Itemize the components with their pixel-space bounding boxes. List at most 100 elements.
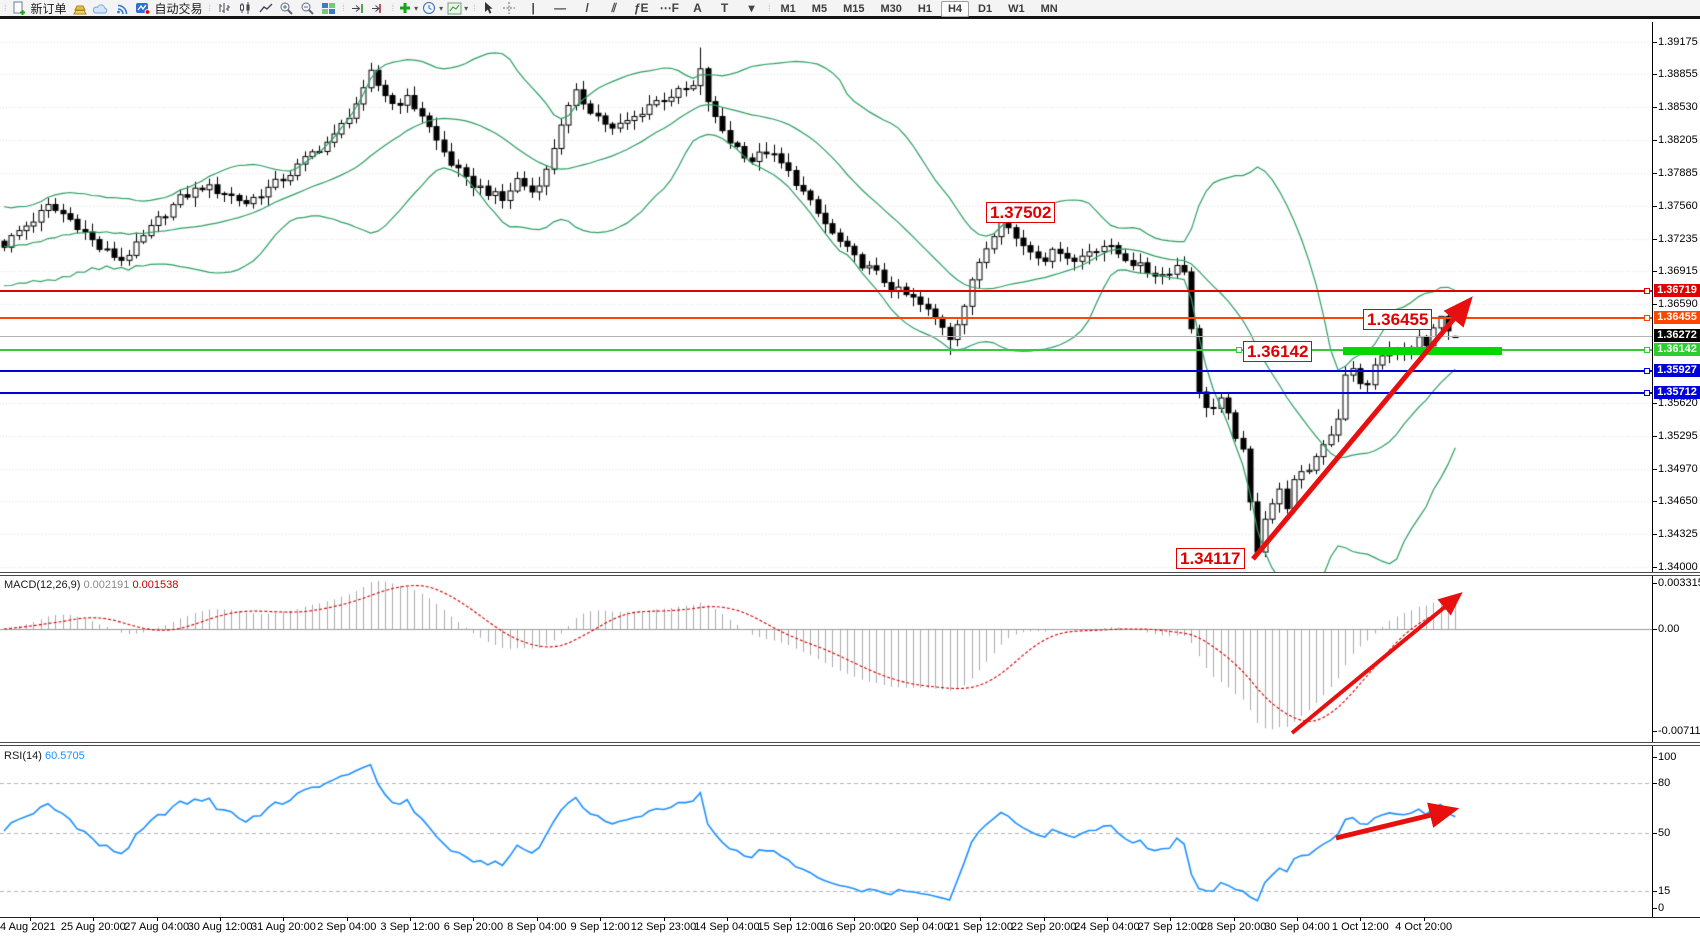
rsi-tick-mark	[1652, 833, 1657, 834]
date-tick-label: 16 Sep 20:00	[820, 921, 887, 933]
horizontal-level-line[interactable]	[0, 316, 1652, 319]
level-handle[interactable]	[1644, 288, 1650, 295]
date-tick-label: 21 Sep 12:00	[947, 921, 1013, 933]
date-tick-mark	[727, 917, 728, 921]
date-tick-label: 28 Sep 20:00	[1200, 921, 1267, 933]
toolbar-grip: ⁞	[391, 2, 394, 13]
rsi-value: 60.5705	[44, 750, 85, 762]
fibonacci-expansion-button[interactable]: ⋯F	[659, 1, 679, 15]
price-tick-mark	[1652, 140, 1657, 141]
date-tick-mark	[283, 917, 284, 921]
signal-icon[interactable]	[113, 0, 132, 17]
main-chart-canvas[interactable]	[0, 22, 1652, 572]
date-tick-label: 24 Sep 04:00	[1074, 921, 1140, 933]
price-tick-mark	[1652, 469, 1657, 470]
tile-windows-button[interactable]	[319, 0, 338, 17]
price-tick-mark	[1652, 567, 1657, 568]
text-tool-button[interactable]: A	[693, 1, 702, 15]
cursor-button[interactable]	[479, 0, 498, 17]
indicators-button[interactable]: ▾	[397, 0, 419, 17]
autotrading-button[interactable]	[134, 0, 153, 17]
chart-shift-button[interactable]	[369, 0, 388, 17]
horizontal-level-line[interactable]	[0, 348, 1652, 351]
date-tick-label: 15 Sep 12:00	[757, 921, 823, 933]
date-tick-mark	[1170, 917, 1171, 921]
date-tick-mark	[93, 917, 94, 921]
price-tick-mark	[1652, 107, 1657, 108]
rsi-tick-mark	[1652, 757, 1657, 758]
toolbar-grip: ⁞	[208, 2, 211, 13]
vertical-line-button[interactable]: |	[531, 1, 535, 15]
rsi-canvas[interactable]	[0, 748, 1652, 917]
price-tick-label: 1.37560	[1658, 199, 1698, 212]
rsi-axis-label: 0	[1658, 902, 1665, 914]
price-annotation[interactable]: 1.36455	[1363, 309, 1433, 330]
date-tick-label: 9 Sep 12:00	[570, 921, 630, 933]
level-handle[interactable]	[1644, 368, 1650, 375]
new-order-label[interactable]: 新订单	[30, 1, 67, 16]
price-annotation[interactable]: 1.36142	[1243, 341, 1313, 362]
price-tick-label: 1.36590	[1658, 298, 1698, 311]
timeframe-button-m5[interactable]: M5	[811, 3, 828, 15]
pane-splitter-rsi[interactable]	[0, 742, 1700, 746]
new-order-button[interactable]	[10, 0, 29, 17]
date-tick-label: 22 Sep 20:00	[1010, 921, 1077, 933]
arrows-tool-button[interactable]: ▾	[748, 1, 755, 15]
level-handle[interactable]	[1644, 346, 1650, 353]
candlestick-chart-button[interactable]	[235, 0, 254, 17]
channel-button[interactable]: ⫽	[611, 0, 617, 15]
autotrading-label[interactable]: 自动交易	[154, 1, 203, 16]
level-handle[interactable]	[1644, 390, 1650, 397]
price-annotation[interactable]: 1.37502	[986, 202, 1056, 223]
macd-value: 0.002191	[83, 579, 130, 591]
date-tick-label: 12 Sep 23:00	[630, 921, 697, 933]
timeframe-button-h4[interactable]: H4	[940, 1, 970, 17]
level-handle[interactable]	[1236, 346, 1242, 353]
crosshair-button[interactable]	[500, 0, 519, 17]
rsi-axis-label: 100	[1658, 751, 1677, 763]
macd-axis-label: -0.007112	[1658, 725, 1700, 737]
periods-button[interactable]: ▾	[421, 0, 444, 17]
price-tick-mark	[1652, 403, 1657, 404]
timeframe-button-d1[interactable]: D1	[978, 3, 993, 15]
zoom-in-button[interactable]	[277, 0, 296, 17]
timeframe-button-m30[interactable]: M30	[880, 3, 902, 15]
pane-splitter-macd[interactable]	[0, 572, 1700, 576]
macd-canvas[interactable]	[0, 578, 1652, 742]
price-tick-label: 1.34970	[1658, 462, 1698, 475]
price-tick-mark	[1652, 206, 1657, 207]
macd-signal-value: 0.001538	[132, 579, 179, 591]
trendline-button[interactable]: /	[585, 1, 589, 15]
level-handle[interactable]	[1644, 314, 1650, 321]
price-annotation[interactable]: 1.34117	[1176, 548, 1245, 569]
horizontal-level-line[interactable]	[0, 392, 1652, 395]
label-tool-button[interactable]: T	[720, 1, 729, 15]
price-tick-mark	[1652, 534, 1657, 535]
date-tick-mark	[410, 917, 411, 921]
gold-bars-icon[interactable]	[71, 0, 90, 17]
zoom-out-button[interactable]	[298, 0, 317, 17]
date-tick-label: 27 Sep 12:00	[1137, 921, 1204, 933]
date-tick-label: 30 Aug 12:00	[187, 921, 253, 933]
timeframe-button-m15[interactable]: M15	[843, 3, 865, 15]
bar-chart-button[interactable]	[214, 0, 233, 17]
date-tick-mark	[854, 917, 855, 921]
timeframe-button-h1[interactable]: H1	[917, 3, 932, 15]
timeframe-button-mn[interactable]: MN	[1040, 3, 1058, 15]
fibonacci-button[interactable]: ƒE	[633, 1, 649, 15]
line-chart-button[interactable]	[256, 0, 275, 17]
timeframe-button-m1[interactable]: M1	[780, 3, 796, 15]
timeframe-button-w1[interactable]: W1	[1008, 3, 1025, 15]
price-tick-label: 1.34000	[1658, 560, 1698, 573]
date-tick-mark	[1044, 917, 1045, 921]
horizontal-line-button[interactable]: —	[554, 1, 567, 15]
templates-button[interactable]: ▾	[446, 0, 469, 17]
rsi-axis-label: 80	[1658, 777, 1671, 789]
rsi-axis-label: 50	[1658, 827, 1671, 839]
horizontal-level-line[interactable]	[0, 370, 1652, 373]
cloud-icon[interactable]	[92, 0, 111, 17]
toolbar-grip: ⁞	[4, 2, 6, 13]
horizontal-level-line[interactable]	[0, 290, 1652, 293]
auto-scroll-button[interactable]	[348, 0, 367, 17]
highlight-zone[interactable]	[1343, 347, 1502, 355]
